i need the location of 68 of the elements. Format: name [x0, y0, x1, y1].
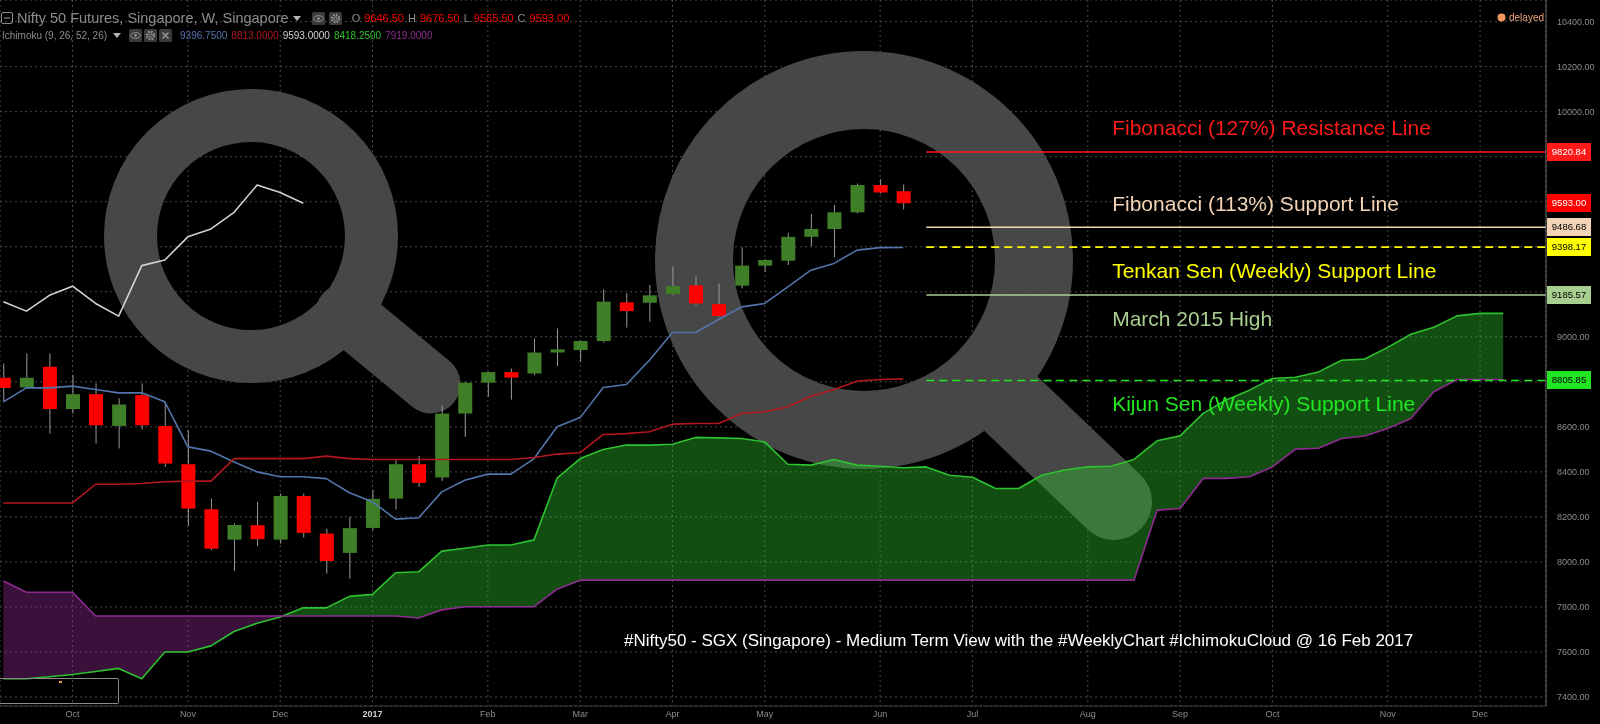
- candlestick: [781, 232, 796, 266]
- candlestick: [19, 352, 34, 390]
- annotation: 9396.7500 8813.0000 9593.0000 8418.2500 7919.0000: [180, 30, 433, 41]
- annotation: 9593.00: [1547, 194, 1591, 213]
- candlestick: [65, 374, 80, 415]
- x-tick-label: May: [756, 709, 774, 719]
- candlestick: [665, 266, 680, 296]
- candlestick: [896, 183, 911, 210]
- x-tick-label: 2017: [362, 709, 383, 719]
- candlestick: [481, 371, 496, 398]
- line-series: [2, 378, 905, 504]
- ref-line-label: Fibonacci (113%) Support Line: [1112, 191, 1399, 215]
- annotation: O 9646.50 H 9676.50 L 9565.50 C 9593.00: [351, 12, 570, 24]
- candlestick: [250, 501, 265, 547]
- candlestick: [735, 246, 750, 289]
- annotation: 9398.17: [1547, 238, 1591, 257]
- candlestick: [412, 455, 427, 488]
- x-tick-label: Sep: [1172, 709, 1189, 719]
- candlestick: [227, 523, 242, 572]
- candlestick: [527, 337, 542, 376]
- text: Nifty 50 Futures, Singapore, W, Singapore: [17, 9, 289, 27]
- x-tick-label: Feb: [480, 709, 496, 719]
- y-tick-label: 10400.00: [1557, 16, 1595, 27]
- y-tick-label: 7600.00: [1557, 647, 1590, 658]
- line-series: [2, 312, 1504, 680]
- candlestick: [642, 284, 657, 323]
- y-tick-label: 10200.00: [1557, 61, 1595, 72]
- candlestick: [712, 282, 727, 318]
- candlestick: [619, 292, 634, 329]
- x-tick-label: Mar: [572, 709, 588, 719]
- x-tick-label: Apr: [665, 709, 680, 719]
- x-tick-label: Nov: [179, 709, 197, 719]
- annotation: #Nifty50 - SGX (Singapore) - Medium Term View with the #WeeklyChart #IchimokuCloud @ 16 Feb 2017: [624, 630, 1414, 651]
- x-tick-label: Aug: [1079, 709, 1096, 719]
- line-series: [2, 184, 305, 317]
- candlestick: [689, 275, 703, 306]
- ref-line-label: Tenkan Sen (Weekly) Support Line: [1112, 258, 1437, 282]
- y-tick-label: 7400.00: [1557, 692, 1590, 703]
- y-tick-label: 7800.00: [1557, 602, 1590, 613]
- x-tick-label: Oct: [65, 709, 81, 719]
- line-series: [2, 378, 1504, 619]
- annotation: 9820.84: [1547, 142, 1591, 161]
- x-tick-label: Jun: [872, 709, 888, 719]
- annotation: 8805.85: [1547, 371, 1591, 390]
- y-tick-label: 8200.00: [1557, 512, 1590, 523]
- annotation: delayed: [1509, 11, 1545, 24]
- x-tick-label: Nov: [1379, 709, 1397, 719]
- candlestick: [550, 327, 565, 367]
- annotation: 9185.57: [1547, 286, 1591, 304]
- x-tick-label: Dec: [1472, 709, 1489, 719]
- y-tick-label: 10000.00: [1557, 106, 1595, 117]
- candlestick: [827, 204, 842, 258]
- candlestick: [504, 368, 519, 401]
- x-tick-label: Oct: [1265, 709, 1280, 719]
- candlestick: [573, 339, 588, 363]
- y-tick-label: 8400.00: [1557, 467, 1590, 478]
- line-series: [2, 246, 905, 520]
- annotation: 9486.68: [1547, 218, 1591, 237]
- candlestick: [804, 213, 819, 247]
- y-tick-label: 8600.00: [1557, 422, 1590, 433]
- x-tick-label: Dec: [272, 709, 289, 719]
- ref-line-label: March 2015 High: [1112, 306, 1273, 330]
- y-tick-label: 8000.00: [1557, 557, 1590, 568]
- x-tick-label: Jul: [966, 709, 979, 719]
- candlestick: [112, 397, 127, 449]
- ref-line-label: Fibonacci (127%) Resistance Line: [1112, 116, 1431, 140]
- y-tick-label: 9000.00: [1557, 331, 1590, 342]
- annotation: Ichimoku (9, 26, 52, 26): [2, 29, 108, 42]
